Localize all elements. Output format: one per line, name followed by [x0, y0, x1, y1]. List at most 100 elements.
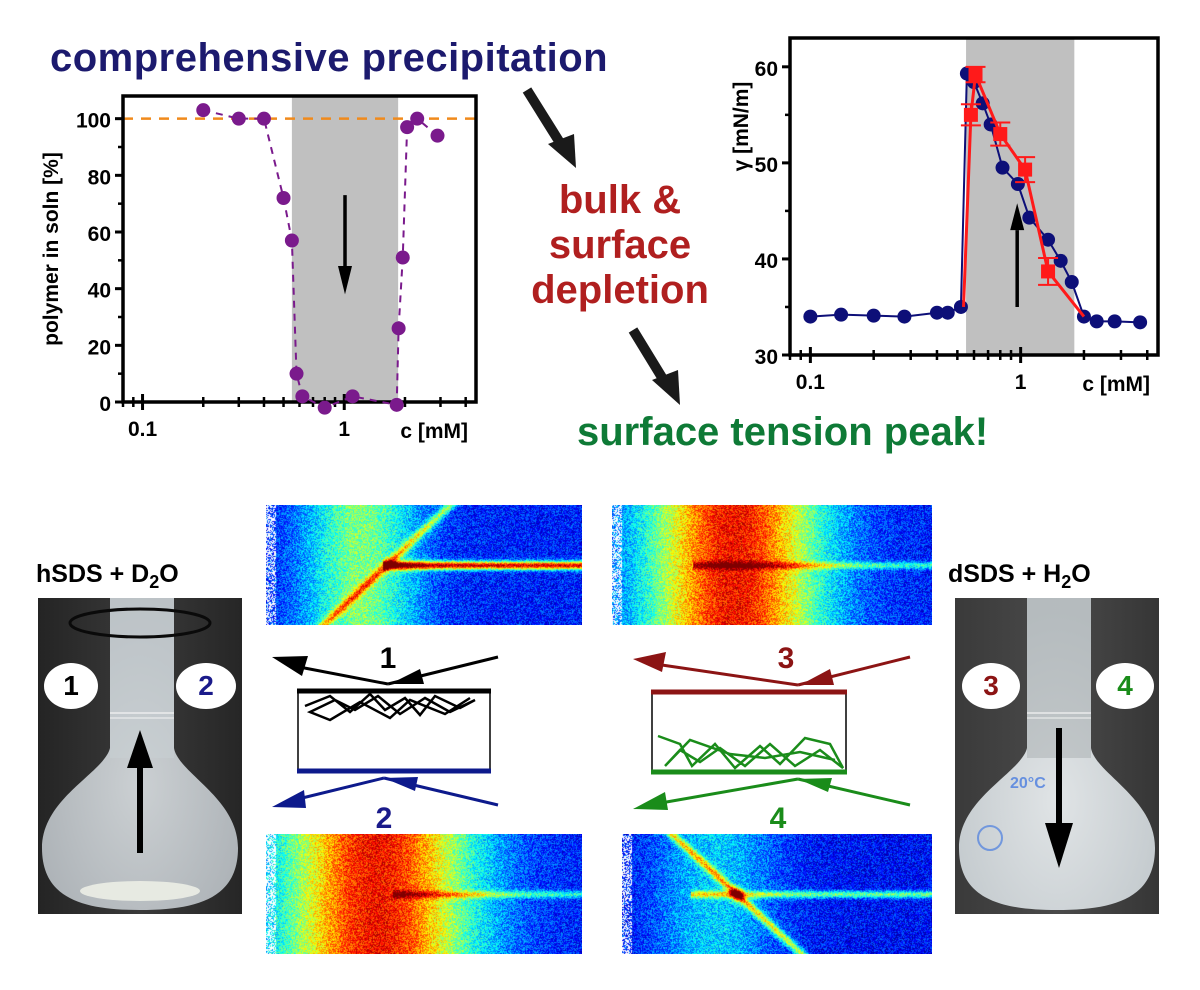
- heading-line: depletion: [531, 268, 709, 312]
- data-point: [1010, 177, 1025, 192]
- data-point: [1133, 315, 1148, 330]
- sample-label-text: dSDS + H: [948, 560, 1062, 588]
- flow-arrows: [522, 87, 680, 405]
- data-point: [289, 366, 304, 381]
- y-tick-label: 0: [99, 393, 111, 416]
- data-point: [345, 389, 360, 404]
- beam-2: [272, 776, 499, 808]
- data-point: [317, 400, 332, 415]
- detector-image-3: [612, 505, 932, 625]
- beam-number-2: 2: [376, 802, 393, 830]
- flask-photo-dsds: 20°C: [955, 598, 1159, 914]
- shaded-region: [966, 38, 1075, 355]
- data-point: [963, 107, 978, 122]
- arrow-down-head: [338, 266, 353, 295]
- cell-outline: [651, 691, 847, 773]
- chart-polymer-in-solution: 0 20 40 60 80 100 0.1 1 c [mM] polymer in soln [%…: [40, 94, 478, 443]
- data-point: [940, 305, 955, 320]
- sample-label-right: dSDS + H2O: [948, 560, 1091, 593]
- badge-4: 4: [1096, 663, 1154, 709]
- data-point: [391, 321, 406, 336]
- beam-4: [633, 777, 911, 810]
- x-tick-label: 0.1: [796, 371, 826, 394]
- arrow-up-icon: [127, 730, 153, 853]
- schematic-cell-left: [297, 688, 491, 774]
- data-point: [803, 309, 818, 324]
- schematic-cell-right: [651, 689, 847, 775]
- data-point: [993, 127, 1008, 142]
- data-point: [1041, 264, 1056, 279]
- y-tick-label: 40: [88, 280, 111, 303]
- data-point: [231, 111, 246, 126]
- y-tick-label: 20: [88, 336, 111, 359]
- flask-illustration: [38, 598, 242, 914]
- beam-number-1: 1: [380, 642, 397, 675]
- y-tick-label: 100: [76, 110, 111, 133]
- heading-bulk-surface-depletion: bulk & surface depletion: [490, 178, 750, 313]
- heading-surface-tension-peak: surface tension peak!: [577, 410, 989, 454]
- y-axis-label: polymer in soln [%]: [40, 152, 63, 346]
- data-point: [1022, 210, 1037, 225]
- flow-arrow-1: [522, 87, 576, 168]
- heading-line: bulk &: [558, 178, 682, 222]
- heading-comprehensive-precipitation: comprehensive precipitation: [50, 36, 609, 80]
- data-point: [1018, 162, 1033, 177]
- x-axis-label: c [mM]: [1082, 373, 1150, 396]
- flask-illustration: 20°C: [955, 598, 1159, 914]
- y-axis-label: γ [mN/m]: [730, 82, 753, 172]
- data-point: [389, 397, 404, 412]
- arrow-up-head: [1010, 203, 1025, 231]
- data-point: [395, 250, 410, 265]
- y-tick-label: 40: [755, 250, 778, 273]
- y-tick-label: 60: [88, 223, 111, 246]
- sample-label-subscript: 2: [1061, 572, 1072, 592]
- data-point: [410, 111, 425, 126]
- data-point: [295, 389, 310, 404]
- polymer-network-bulk: [657, 734, 845, 770]
- y-tick-label: 60: [755, 58, 778, 81]
- flask-logo: [977, 825, 1003, 851]
- badge-1: 1: [44, 663, 98, 709]
- y-tick-label: 80: [88, 166, 111, 189]
- data-point: [929, 305, 944, 320]
- polymer-network-surface: [304, 692, 476, 722]
- beam-number-4: 4: [770, 802, 787, 830]
- data-point: [995, 160, 1010, 175]
- x-tick-label: 1: [1015, 371, 1027, 394]
- data-point: [866, 308, 881, 323]
- badge-2: 2: [176, 663, 236, 709]
- data-point: [1107, 314, 1122, 329]
- flow-arrow-2: [628, 327, 680, 405]
- x-tick-label: 1: [338, 418, 350, 441]
- data-point: [400, 120, 415, 135]
- data-point: [196, 103, 211, 118]
- flask-marking: 20°C: [1010, 775, 1046, 792]
- beam-number-3: 3: [778, 642, 795, 675]
- data-point: [953, 299, 968, 314]
- data-point: [276, 191, 291, 205]
- detector-image-1: [266, 505, 582, 625]
- data-point: [834, 307, 849, 322]
- sample-label-left: hSDS + D2O: [36, 560, 179, 593]
- beam-3: [633, 652, 911, 687]
- arrow-down-icon: [1045, 728, 1073, 868]
- data-point: [256, 111, 271, 126]
- heading-line: surface: [548, 223, 692, 267]
- data-point: [897, 309, 912, 324]
- x-axis-label: c [mM]: [400, 420, 468, 443]
- detector-image-4: [622, 834, 932, 954]
- sample-label-subscript: 2: [149, 572, 160, 592]
- data-point: [1089, 314, 1104, 329]
- reflection-schematic: 1 2 3 4: [272, 642, 911, 830]
- y-tick-label: 30: [755, 346, 778, 369]
- detector-image-2: [266, 834, 582, 954]
- surface-highlight-ellipse: [68, 607, 212, 639]
- flask-photo-hsds: [38, 598, 242, 914]
- data-point: [1041, 232, 1056, 247]
- data-point: [430, 128, 445, 143]
- sample-label-text-end: O: [1071, 560, 1091, 588]
- y-tick-label: 50: [755, 154, 778, 177]
- data-point: [284, 233, 299, 248]
- chart-surface-tension: 30 40 50 60 0.1 1 c [mM] γ [mN/m]: [730, 36, 1160, 396]
- badge-3: 3: [962, 663, 1020, 709]
